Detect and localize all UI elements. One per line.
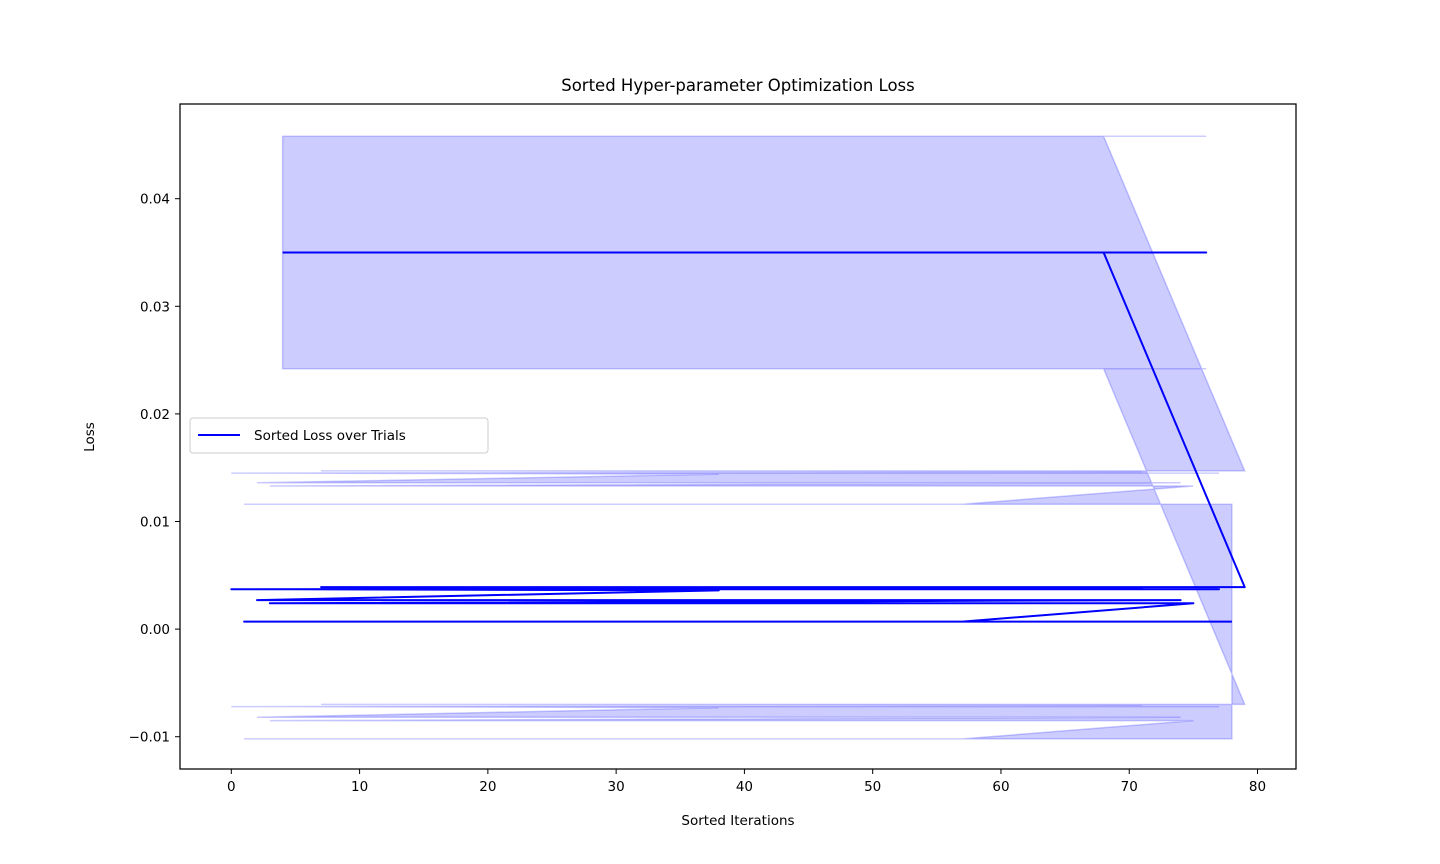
x-tick-label: 50 bbox=[864, 779, 881, 795]
series-line-sorted-loss bbox=[230, 251, 1246, 623]
y-tick-label: −0.01 bbox=[129, 730, 170, 746]
x-tick-label: 80 bbox=[1249, 779, 1266, 795]
confidence-band bbox=[231, 135, 1246, 740]
y-tick-label: 0.04 bbox=[140, 192, 170, 208]
chart-title: Sorted Hyper-parameter Optimization Loss bbox=[561, 76, 915, 95]
legend: Sorted Loss over Trials bbox=[189, 417, 489, 454]
x-tick-label: 20 bbox=[479, 779, 496, 795]
y-tick-label: 0.01 bbox=[140, 515, 170, 531]
plot-area bbox=[230, 135, 1246, 740]
x-axis: 0 10 20 30 40 50 60 70 80 bbox=[227, 769, 1266, 795]
x-tick-label: 10 bbox=[351, 779, 368, 795]
y-axis: −0.01 0.00 0.01 0.02 0.03 0.04 bbox=[129, 192, 180, 746]
y-axis-label: Loss bbox=[82, 422, 98, 452]
y-tick-label: 0.00 bbox=[140, 622, 170, 638]
y-tick-label: 0.02 bbox=[140, 407, 170, 423]
x-tick-label: 30 bbox=[608, 779, 625, 795]
x-axis-label: Sorted Iterations bbox=[681, 813, 794, 829]
x-tick-label: 40 bbox=[736, 779, 753, 795]
legend-box bbox=[189, 417, 489, 454]
legend-entry-label: Sorted Loss over Trials bbox=[254, 428, 406, 444]
y-tick-label: 0.03 bbox=[140, 299, 170, 315]
x-tick-label: 60 bbox=[992, 779, 1009, 795]
x-tick-label: 0 bbox=[227, 779, 236, 795]
x-tick-label: 70 bbox=[1121, 779, 1138, 795]
axes-frame bbox=[179, 103, 1297, 770]
